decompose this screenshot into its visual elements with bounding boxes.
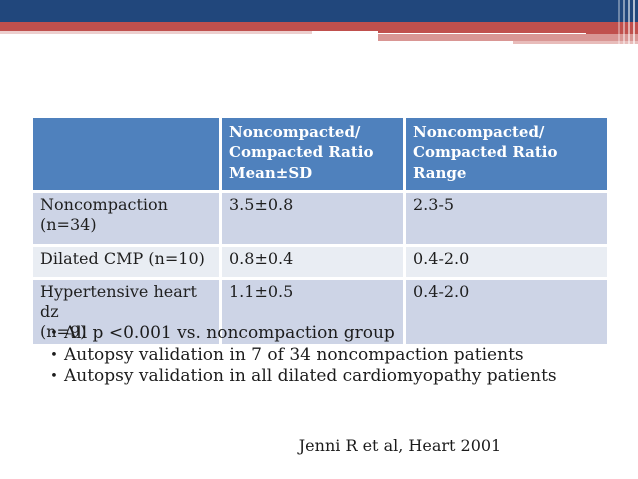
- citation: Jenni R et al, Heart 2001: [298, 436, 502, 455]
- banner-edge-stripe: [628, 0, 630, 46]
- table-row-noncompaction: Noncompaction (n=34) 3.5±0.8 2.3-5: [33, 193, 607, 244]
- bullet-list: • All p <0.001 vs. noncompaction group •…: [44, 323, 604, 388]
- bullet-icon: •: [50, 326, 58, 341]
- cell-range: 2.3-5: [406, 193, 607, 244]
- row-label: Noncompaction (n=34): [33, 193, 219, 244]
- bullet-icon: •: [50, 369, 58, 384]
- table-row-hypertensive: Hypertensive heart dz (n=9) 1.1±0.5 0.4-…: [33, 280, 607, 344]
- table-header-cell-range: Noncompacted/ Compacted Ratio Range: [406, 118, 607, 190]
- bullet-text: Autopsy validation in 7 of 34 noncompact…: [64, 344, 524, 365]
- banner-pale-pink-bar: [513, 41, 638, 44]
- banner-edge-stripe: [618, 0, 620, 46]
- row-label: Hypertensive heart dz (n=9): [33, 280, 219, 344]
- banner-edge-stripe: [623, 0, 625, 46]
- banner-edge-stripe: [633, 0, 635, 46]
- banner-red-right-bar: [378, 22, 638, 34]
- cell-mean-sd: 0.8±0.4: [222, 247, 403, 277]
- table-row-dilated-cmp: Dilated CMP (n=10) 0.8±0.4 0.4-2.0: [33, 247, 607, 277]
- row-label: Dilated CMP (n=10): [33, 247, 219, 277]
- bullet-text: All p <0.001 vs. noncompaction group: [64, 323, 395, 343]
- cell-range: 0.4-2.0: [406, 280, 607, 344]
- bullet-text: Autopsy validation in all dilated cardio…: [64, 366, 557, 386]
- cell-mean-sd: 3.5±0.8: [222, 193, 403, 244]
- bullet-item: • Autopsy validation in 7 of 34 noncompa…: [44, 345, 604, 367]
- bullet-item: • All p <0.001 vs. noncompaction group: [44, 323, 604, 345]
- cell-mean-sd: 1.1±0.5: [222, 280, 403, 344]
- banner-red-bar: [0, 22, 638, 31]
- banner-blue-bar: [0, 0, 638, 22]
- banner-pink-bar: [378, 34, 638, 41]
- table-header-cell-mean-sd: Noncompacted/ Compacted Ratio Mean±SD: [222, 118, 403, 190]
- banner-pale-pink-strip: [0, 31, 312, 34]
- table-header-row: Noncompacted/ Compacted Ratio Mean±SD No…: [33, 118, 607, 190]
- bullet-icon: •: [50, 347, 58, 363]
- table-header-cell-empty: [33, 118, 219, 190]
- ratio-table: Noncompacted/ Compacted Ratio Mean±SD No…: [30, 115, 610, 347]
- cell-range: 0.4-2.0: [406, 247, 607, 277]
- bullet-item: • Autopsy validation in all dilated card…: [44, 366, 604, 388]
